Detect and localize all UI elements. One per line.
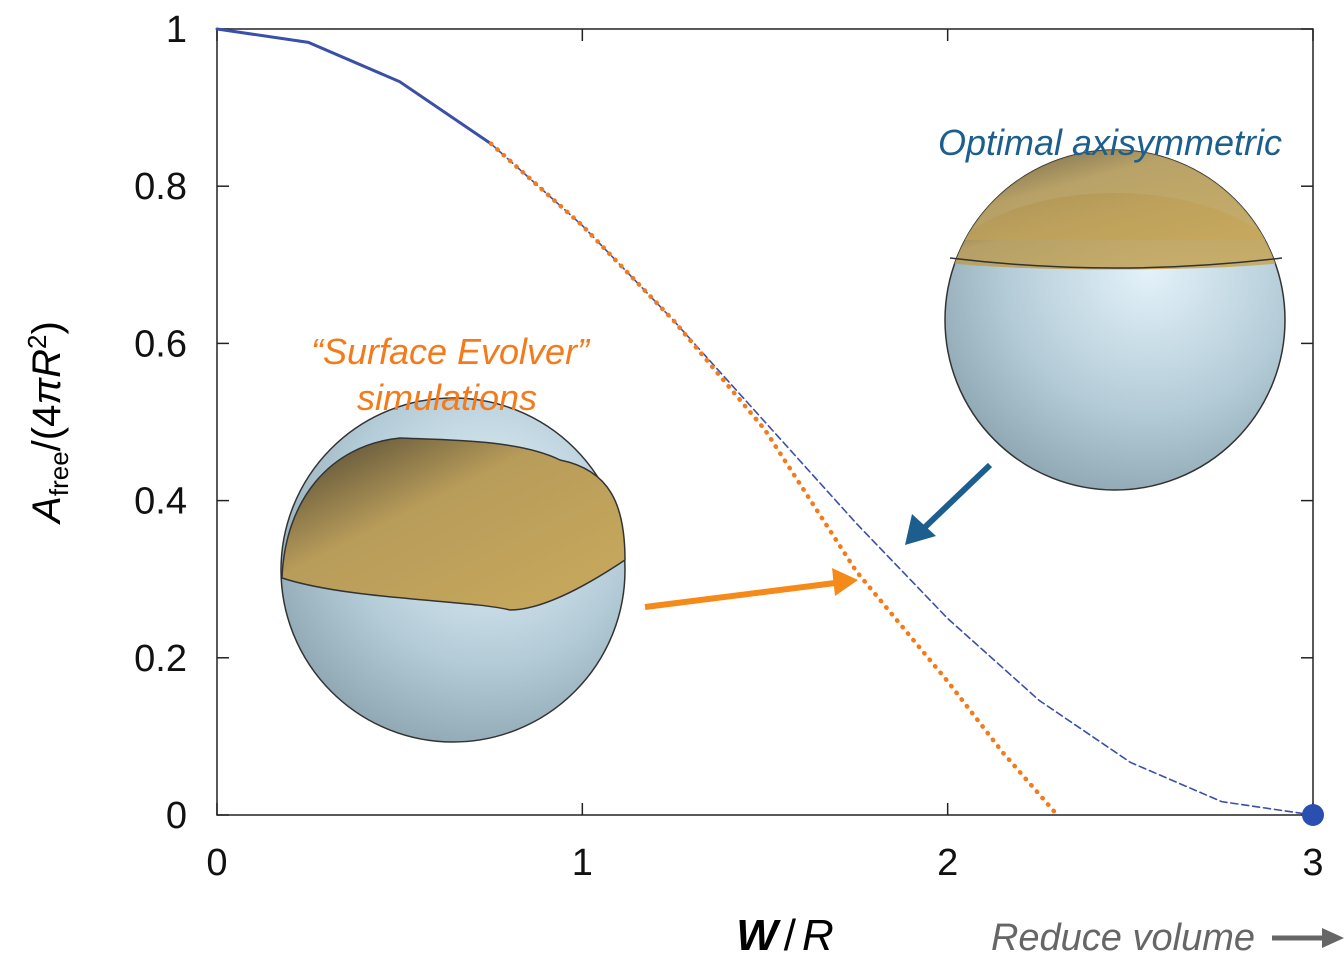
line [217, 29, 491, 144]
x-label-part: R [802, 911, 834, 960]
x-tick-label: 3 [1302, 842, 1323, 884]
x-label-part: W [736, 911, 781, 960]
arrow-grey [1272, 928, 1344, 948]
y-tick-label: 1 [166, 9, 187, 51]
sphere-left [281, 398, 625, 742]
y-label-part: ) [25, 321, 69, 334]
x-tick-label: 1 [572, 842, 593, 884]
arrow-orange [645, 568, 858, 607]
y-tick-label: 0 [166, 795, 187, 837]
y-tick-label: 0.8 [134, 166, 187, 208]
y-label-part: 2 [22, 334, 52, 348]
y-label-part: A [25, 496, 69, 525]
y-tick-label: 0.2 [134, 638, 187, 680]
annotation: Optimal axisymmetric [938, 122, 1282, 163]
y-label-part: R [25, 349, 69, 378]
y-tick-label: 0.6 [134, 323, 187, 365]
x-tick-label: 0 [206, 842, 227, 884]
x-axis-label: W/R [736, 911, 834, 960]
annotation: Reduce volume [991, 917, 1255, 959]
annotation: “Surface Evolver” [311, 331, 591, 372]
point [1302, 804, 1324, 826]
y-label-part: /(4 [25, 405, 69, 452]
x-label-part: / [784, 911, 797, 960]
sphere-right [940, 140, 1300, 490]
y-label-part: free [44, 451, 74, 496]
x-tick-label: 2 [937, 842, 958, 884]
annotation: simulations [357, 377, 537, 418]
chart: Optimal axisymmetric “Surface Evolver” s… [0, 0, 1344, 964]
y-tick-label: 0.4 [134, 481, 187, 523]
arrow-blue [905, 465, 990, 545]
y-label-part: π [25, 377, 69, 405]
y-axis-label: Afree/(4πR2) [22, 321, 74, 525]
